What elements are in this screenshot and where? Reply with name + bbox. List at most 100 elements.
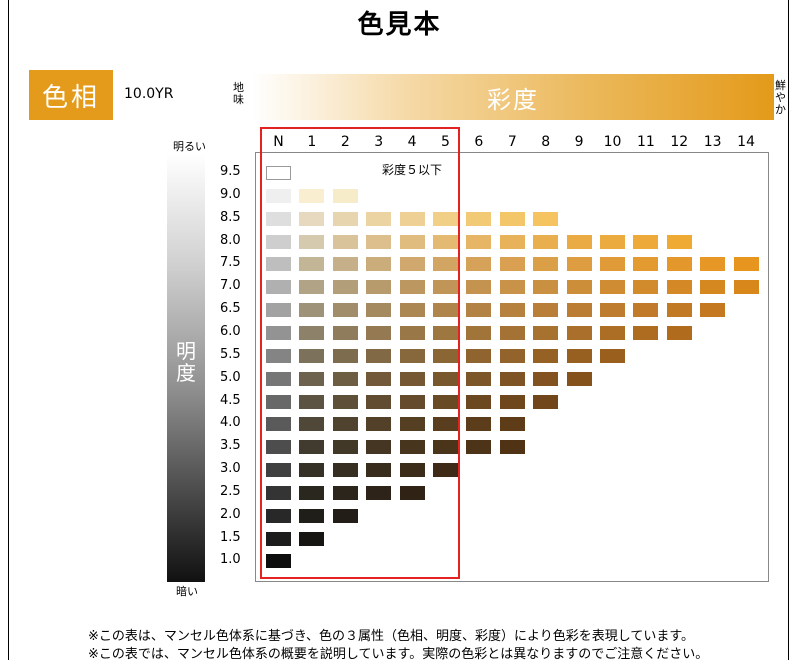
color-chip [433,394,458,409]
color-chip [600,234,625,249]
color-chip [700,280,726,295]
hue-label: 色相 [41,82,100,113]
color-chip [266,554,291,569]
color-chip [299,371,325,386]
color-chip [533,257,559,272]
color-chip [466,234,492,249]
chroma-column-label: 4 [407,134,417,150]
color-chip-grid [255,152,769,582]
color-chip [266,303,291,318]
page-title: 色見本 [357,10,442,40]
color-chip [299,348,325,363]
color-chip [332,234,358,249]
color-chip [266,394,291,409]
color-chip [499,417,525,432]
color-chip [399,440,425,455]
chroma-dull-label: 地味 [233,81,244,106]
color-chip [266,440,291,455]
color-chip [499,257,525,272]
color-chip [399,303,425,318]
chroma-column-label: 12 [670,134,689,150]
color-chip [533,371,559,386]
color-chip [399,325,425,340]
color-chip [332,508,358,523]
color-chip [666,303,692,318]
value-row-label: 4.0 [220,415,241,431]
color-chip [700,303,726,318]
value-row-label: 6.5 [220,301,241,317]
hue-value: 10.0YR [124,86,174,102]
color-chip [299,417,325,432]
color-chip [499,394,525,409]
value-row-label: 3.5 [220,438,241,454]
color-chip [533,234,559,249]
color-chip [433,348,458,363]
color-chip [332,417,358,432]
color-chip [533,211,559,226]
chroma-column-label: N [273,134,284,150]
color-chip [299,440,325,455]
color-chip [299,485,325,500]
chroma-column-label: 3 [374,134,384,150]
color-chip [299,211,325,226]
color-chip [466,348,492,363]
color-chip [332,211,358,226]
color-chip [332,440,358,455]
color-chip [499,211,525,226]
color-chip [399,257,425,272]
value-row-label: 7.0 [220,278,241,294]
color-chip [700,257,726,272]
color-chip [499,348,525,363]
color-chip [299,234,325,249]
color-chip [266,508,291,523]
value-row-label: 4.5 [220,392,241,408]
color-chip [266,371,291,386]
value-row-label: 9.0 [220,186,241,202]
color-chip [566,325,592,340]
color-chip [466,417,492,432]
color-chip [566,348,592,363]
chroma-column-label: 1 [307,134,317,150]
color-chip [633,234,659,249]
color-chip [366,417,392,432]
color-chip [533,325,559,340]
color-chip [366,348,392,363]
color-chip [466,371,492,386]
color-chip [366,325,392,340]
chroma-column-label: 9 [574,134,584,150]
color-chip [266,325,291,340]
color-chip [366,463,392,478]
color-chip [266,463,291,478]
chroma-column-label: 14 [737,134,755,150]
color-chip [666,280,692,295]
value-dark-label: 暗い [176,585,198,598]
color-chip [666,234,692,249]
color-chip [332,485,358,500]
color-chip [366,371,392,386]
color-chip [633,303,659,318]
color-chip [299,463,325,478]
color-chip [266,485,291,500]
color-chip [332,394,358,409]
color-chip [366,440,392,455]
color-chip [299,303,325,318]
color-chip [600,348,625,363]
color-chip [299,531,325,546]
color-chip [332,188,358,203]
color-chip [399,371,425,386]
color-chip [466,325,492,340]
value-row-label: 5.0 [220,369,241,385]
color-chip [366,257,392,272]
low-chroma-highlight-label: 彩度５以下 [382,163,443,177]
color-chip [266,211,291,226]
color-chip [266,280,291,295]
value-row-label: 1.5 [220,529,241,545]
color-chip [466,257,492,272]
color-chip [399,234,425,249]
color-chip [299,188,325,203]
color-chip [433,280,458,295]
value-row-label: 5.5 [220,346,241,362]
color-chip [433,371,458,386]
color-chip [399,394,425,409]
color-chip [266,531,291,546]
